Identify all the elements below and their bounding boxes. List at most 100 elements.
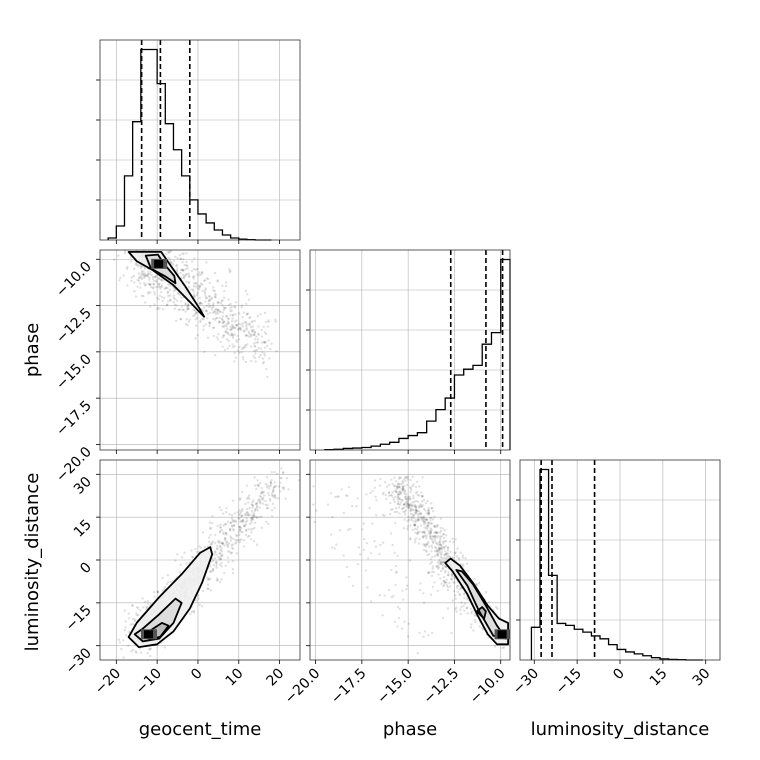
scatter-point <box>212 304 215 307</box>
scatter-point <box>175 264 179 267</box>
scatter-point <box>473 613 476 616</box>
scatter-point <box>439 526 442 530</box>
scatter-point <box>235 323 239 327</box>
scatter-point <box>421 536 425 539</box>
scatter-point <box>423 530 426 534</box>
scatter-point <box>212 326 215 329</box>
scatter-point <box>123 629 127 632</box>
scatter-point <box>219 523 222 526</box>
scatter-point <box>411 475 414 478</box>
scatter-point <box>355 505 358 508</box>
scatter-point <box>224 522 227 526</box>
scatter-point <box>140 277 144 281</box>
scatter-point <box>223 320 226 324</box>
scatter-point <box>215 547 219 550</box>
histogram-step-phase <box>324 258 511 451</box>
scatter-point <box>439 543 442 546</box>
scatter-point <box>416 491 419 494</box>
scatter-points <box>312 475 510 655</box>
scatter-point <box>442 533 445 536</box>
scatter-point <box>228 268 231 271</box>
scatter-point <box>384 481 387 484</box>
scatter-point <box>196 334 199 337</box>
scatter-point <box>153 591 156 594</box>
scatter-point <box>274 496 277 500</box>
scatter-point <box>174 255 177 259</box>
scatter-point <box>452 581 455 584</box>
scatter-point <box>224 564 227 567</box>
scatter-point <box>198 285 201 289</box>
scatter-point <box>221 311 225 314</box>
scatter-point <box>444 571 447 574</box>
scatter-point <box>439 556 443 559</box>
scatter-point <box>216 578 220 582</box>
scatter-point <box>393 510 397 514</box>
scatter-point <box>144 275 147 278</box>
scatter-point <box>404 497 408 501</box>
scatter-point <box>459 586 463 590</box>
scatter-point <box>245 507 249 511</box>
scatter-point <box>196 273 199 276</box>
scatter-point <box>244 345 247 348</box>
scatter-point <box>396 625 399 628</box>
scatter-point <box>420 491 423 494</box>
scatter-point <box>220 565 223 568</box>
scatter-point <box>418 537 421 541</box>
scatter-point <box>192 277 195 280</box>
scatter-point <box>501 646 504 650</box>
scatter-point <box>458 593 461 596</box>
scatter-point <box>146 275 150 278</box>
scatter-point <box>255 506 259 509</box>
scatter-point <box>406 501 409 505</box>
scatter-point <box>409 497 412 501</box>
scatter-point <box>225 338 229 341</box>
scatter-point <box>394 571 398 574</box>
scatter-point <box>224 284 228 288</box>
scatter-geocent-time-vs-luminosity-distance <box>99 459 301 661</box>
scatter-point <box>417 519 420 522</box>
scatter-point <box>166 303 169 307</box>
scatter-point <box>233 360 236 363</box>
scatter-point <box>392 496 395 500</box>
scatter-point <box>256 348 259 352</box>
scatter-point <box>135 613 139 617</box>
scatter-point <box>173 303 177 306</box>
scatter-point <box>364 569 368 572</box>
scatter-point <box>394 583 397 587</box>
scatter-point <box>400 507 404 511</box>
scatter-point <box>191 275 195 279</box>
scatter-point <box>424 549 428 552</box>
scatter-point <box>238 526 241 529</box>
scatter-point <box>495 605 498 609</box>
scatter-point <box>172 301 175 304</box>
scatter-point <box>429 536 432 539</box>
scatter-point <box>137 272 140 275</box>
scatter-point <box>437 564 440 567</box>
scatter-point <box>427 634 430 637</box>
scatter-point <box>259 502 262 505</box>
scatter-point <box>400 482 404 486</box>
scatter-point <box>423 630 427 633</box>
scatter-point <box>248 322 251 325</box>
histogram-marks <box>516 460 703 661</box>
scatter-point <box>439 539 442 542</box>
scatter-point <box>462 563 465 567</box>
scatter-point <box>249 345 253 348</box>
scatter-point <box>451 537 454 540</box>
scatter-point <box>226 332 229 335</box>
scatter-point <box>411 503 414 507</box>
scatter-point <box>208 540 211 544</box>
scatter-point <box>161 589 164 592</box>
scatter-point <box>228 270 231 274</box>
scatter-point <box>169 294 172 297</box>
scatter-point <box>159 278 162 281</box>
scatter-point <box>254 502 258 506</box>
scatter-point <box>266 325 270 328</box>
scatter-point <box>427 511 431 515</box>
scatter-point <box>231 336 235 339</box>
scatter-point <box>403 484 406 488</box>
scatter-point <box>227 317 230 320</box>
scatter-point <box>230 320 234 323</box>
scatter-point <box>125 267 129 270</box>
scatter-point <box>207 305 210 308</box>
